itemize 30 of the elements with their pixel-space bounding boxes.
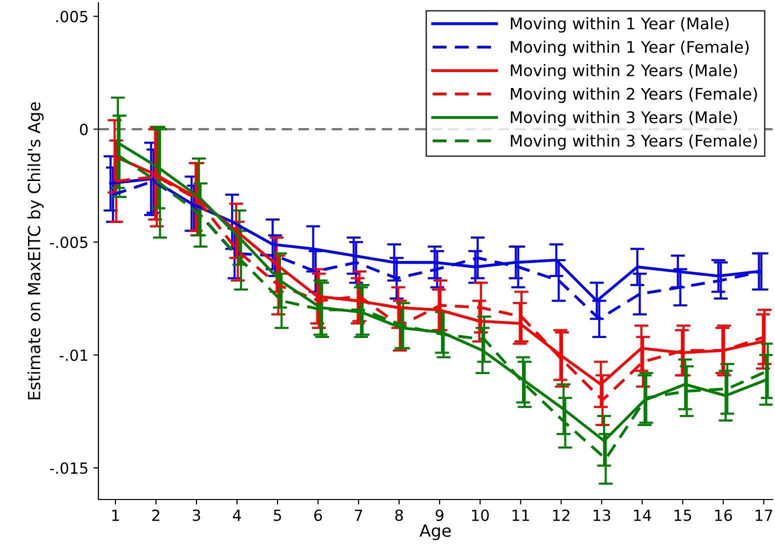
x-tick-label: 11 — [512, 510, 529, 521]
x-tick-label: 15 — [674, 510, 692, 522]
y-tick-label: -.01 — [60, 349, 88, 362]
x-tick-label: 9 — [436, 509, 444, 522]
legend-label: Moving within 2 Years (Female) — [510, 87, 757, 103]
x-tick-label: 1 — [112, 510, 119, 521]
y-tick-label: -.005 — [50, 236, 88, 248]
y-tick-label: -.015 — [50, 462, 88, 474]
x-axis-title: Age — [420, 524, 451, 540]
x-tick-label: 16 — [715, 509, 732, 522]
legend-label: Moving within 2 Years (Male) — [510, 64, 738, 80]
x-tick-label: 3 — [192, 509, 200, 522]
x-tick-label: 12 — [553, 509, 570, 521]
x-tick-label: 14 — [634, 510, 652, 521]
x-tick-label: 17 — [756, 510, 772, 521]
x-tick-label: 8 — [395, 509, 403, 522]
y-tick-label: 0 — [80, 124, 88, 136]
x-tick-label: 10 — [472, 509, 489, 522]
x-tick-label: 7 — [354, 510, 362, 521]
x-tick-label: 2 — [152, 509, 160, 521]
x-tick-label: 13 — [594, 509, 610, 522]
x-tick-label: 6 — [314, 509, 322, 522]
y-axis-title: Estimate on MaxEITC by Child's Age — [27, 102, 44, 400]
legend-label: Moving within 1 Year (Male) — [510, 17, 729, 33]
legend-label: Moving within 3 Years (Female) — [510, 134, 757, 150]
x-tick-label: 4 — [232, 510, 242, 521]
legend-label: Moving within 3 Years (Male) — [510, 110, 738, 126]
x-tick-label: 5 — [274, 510, 282, 522]
legend-label: Moving within 1 Year (Female) — [510, 40, 749, 56]
y-tick-label: .005 — [56, 10, 88, 22]
